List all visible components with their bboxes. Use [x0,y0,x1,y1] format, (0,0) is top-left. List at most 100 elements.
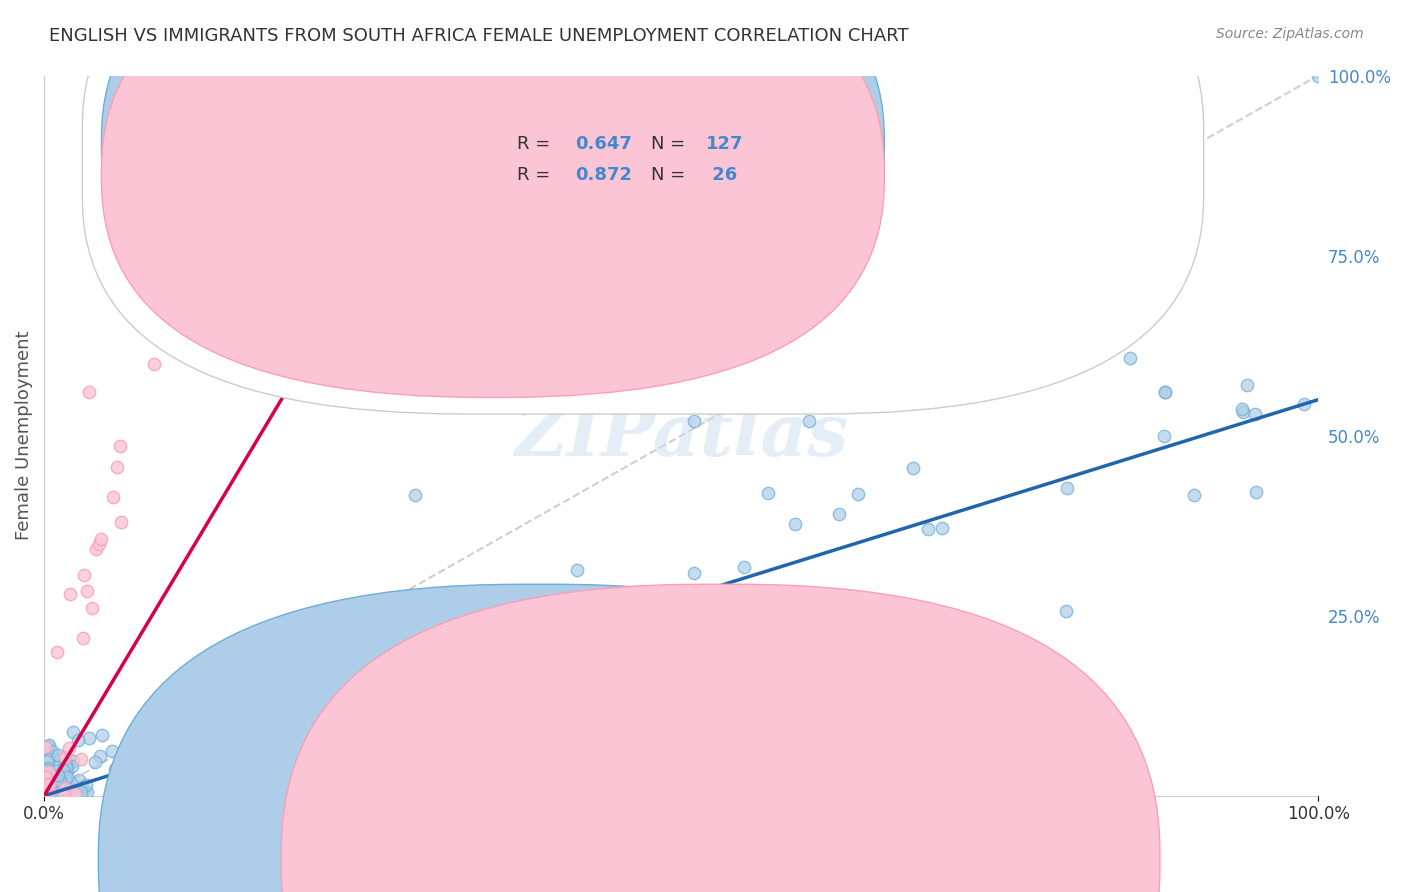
Point [37,743,59,757]
Point [55,781,77,796]
Point [56,770,79,784]
Point [142,780,165,795]
Point [60,759,83,773]
Point [39,778,62,792]
Point [35,770,58,784]
Point [100,788,122,802]
Point [45,752,67,766]
Point [55,779,77,793]
Point [460,668,482,682]
Text: R =: R = [517,135,557,153]
Point [1056,482,1078,496]
Point [1154,385,1177,400]
Text: 127: 127 [706,135,744,153]
Point [67,772,90,787]
Point [828,507,851,521]
Point [1230,401,1253,416]
Point [76,584,98,599]
Point [72,631,94,645]
Point [404,488,426,502]
Point [55,765,77,780]
Text: 0.872: 0.872 [575,166,631,184]
Point [733,560,755,574]
Point [672,670,695,684]
Point [90,532,112,546]
Point [42,786,65,800]
Point [105,460,128,475]
Point [733,661,755,675]
Point [66,733,89,747]
Point [62,755,84,769]
Point [34,739,56,754]
Point [35,788,58,802]
Point [42,783,65,797]
FancyBboxPatch shape [101,0,884,367]
Point [37,770,59,784]
Point [46,785,69,799]
Point [41,743,63,757]
Point [136,755,159,769]
Point [37,780,59,794]
Point [37,754,59,768]
Text: English: English [562,852,623,870]
Point [58,587,80,601]
Point [70,752,93,766]
Point [38,784,60,798]
Point [1308,69,1330,83]
Point [110,439,132,453]
Point [1182,488,1205,502]
Point [38,786,60,800]
Text: Immigrants from South Africa: Immigrants from South Africa [745,852,990,870]
Point [41,778,63,792]
Point [35,783,58,797]
Point [51,785,73,799]
Point [37,768,59,782]
Point [41,767,63,781]
Point [1232,405,1254,419]
Point [56,785,79,799]
Point [479,191,502,205]
Point [860,306,883,320]
Point [37,761,59,775]
Point [53,788,76,802]
Point [35,767,58,781]
Point [39,778,62,792]
Point [1154,385,1177,400]
Point [56,759,79,773]
Point [44,775,66,789]
Point [848,487,870,501]
Point [34,772,56,786]
Point [84,755,107,769]
Point [471,701,494,715]
Text: 0.647: 0.647 [575,135,631,153]
Point [35,785,58,799]
Point [55,757,77,772]
Text: Source: ZipAtlas.com: Source: ZipAtlas.com [1216,27,1364,41]
Point [118,771,141,785]
Point [1244,485,1267,500]
Text: ZIPatlas: ZIPatlas [515,401,848,471]
Point [1054,604,1077,618]
Point [931,521,953,535]
Point [682,566,704,580]
Y-axis label: Female Unemployment: Female Unemployment [15,331,32,541]
Point [48,779,70,793]
Point [53,750,76,764]
Point [51,786,73,800]
Point [49,766,72,780]
Point [756,486,779,500]
Point [52,763,75,777]
Point [1153,429,1175,443]
Point [52,752,75,766]
Point [38,772,60,786]
Point [150,737,173,751]
Point [69,785,91,799]
Text: R =: R = [517,166,557,184]
Point [84,541,107,556]
Point [75,778,97,792]
Point [52,780,75,794]
Point [63,787,86,801]
Point [100,744,122,758]
Point [76,785,98,799]
Point [783,517,806,532]
